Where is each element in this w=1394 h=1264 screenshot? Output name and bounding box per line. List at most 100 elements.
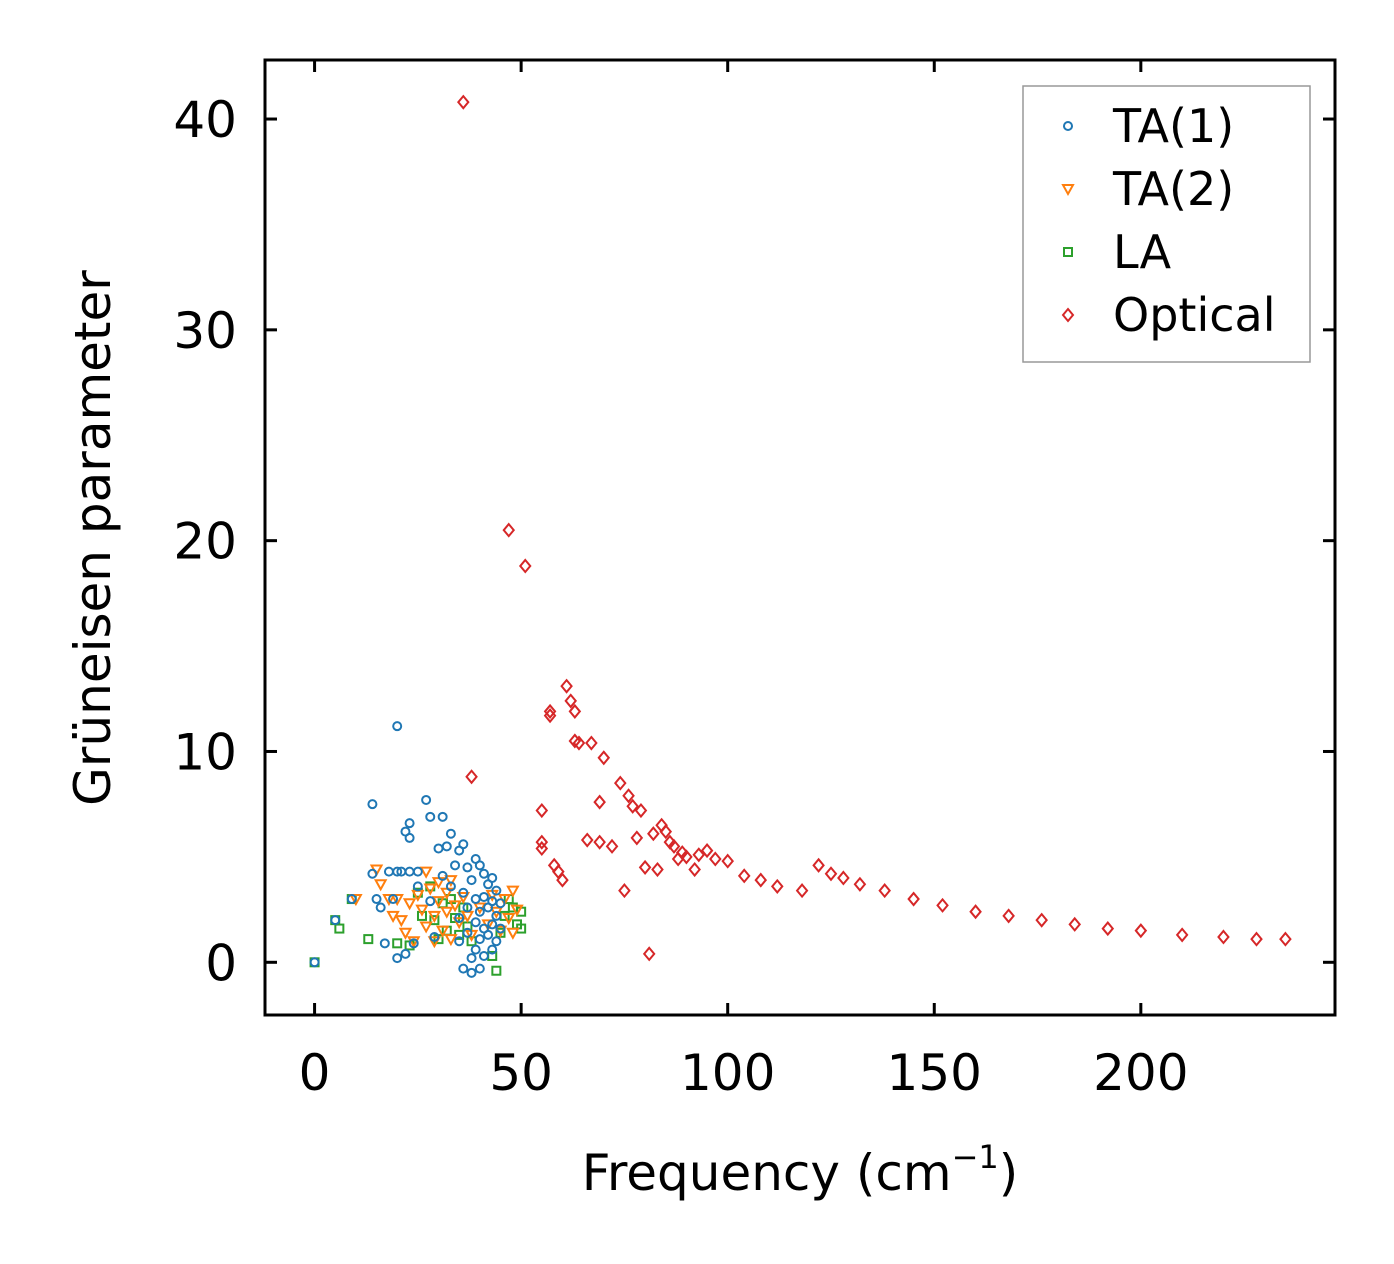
data-point <box>688 861 701 878</box>
y-tick-label: 30 <box>173 302 237 360</box>
data-point <box>478 868 489 879</box>
data-point <box>415 904 429 917</box>
data-point <box>721 853 735 869</box>
data-point <box>572 735 586 751</box>
data-point <box>421 794 432 805</box>
data-point <box>458 839 469 850</box>
data-point <box>412 866 423 877</box>
data-point <box>398 927 413 940</box>
axis-ticks-layer: 0 50 100 150 200 0 10 20 30 40 <box>173 60 1335 1102</box>
legend-marker-square <box>1063 247 1073 257</box>
data-point <box>478 891 489 902</box>
legend-label: TA(2) <box>1112 162 1234 216</box>
legend-label: Optical <box>1113 288 1275 342</box>
data-point <box>425 896 436 907</box>
data-point <box>626 798 639 814</box>
data-point <box>431 896 446 909</box>
legend-label: TA(1) <box>1112 99 1234 153</box>
data-point <box>568 703 582 719</box>
data-point <box>487 919 498 930</box>
data-point <box>680 849 693 865</box>
y-tick-label: 10 <box>173 723 237 781</box>
data-point <box>474 934 485 945</box>
data-point <box>543 703 557 719</box>
x-tick-label: 50 <box>489 1044 553 1102</box>
plot-frame <box>263 58 1337 1017</box>
data-point <box>560 678 573 694</box>
data-point <box>1068 916 1082 932</box>
data-point <box>495 898 506 909</box>
data-point <box>491 885 502 896</box>
data-point <box>506 927 520 940</box>
data-point <box>450 860 461 871</box>
data-point <box>441 841 452 852</box>
data-point <box>474 906 485 917</box>
data-point <box>824 866 838 882</box>
data-point <box>349 894 363 907</box>
data-point <box>454 913 465 924</box>
data-point <box>795 883 809 899</box>
data-point <box>618 883 631 899</box>
data-point <box>427 910 442 923</box>
data-point <box>465 769 478 785</box>
data-point <box>1175 927 1189 943</box>
data-point <box>390 894 404 907</box>
data-point <box>585 735 598 751</box>
data-point <box>659 824 673 840</box>
y-tick-label: 0 <box>205 934 237 992</box>
data-point <box>593 794 606 810</box>
data-point <box>367 799 378 810</box>
data-points-layer <box>309 94 1292 978</box>
data-point <box>452 917 466 930</box>
data-point <box>634 802 648 819</box>
data-point <box>462 862 473 873</box>
data-point <box>535 840 549 857</box>
data-point <box>392 721 403 732</box>
data-point <box>456 94 470 110</box>
data-point <box>437 870 448 881</box>
data-point <box>448 900 462 913</box>
data-point <box>404 832 415 843</box>
x-tick-label: 150 <box>887 1044 982 1102</box>
data-point <box>478 950 489 961</box>
y-axis-label: Grüneisen parameter <box>64 270 122 806</box>
data-point <box>392 953 403 964</box>
data-point <box>506 885 520 898</box>
data-point <box>837 870 850 886</box>
data-point <box>466 875 477 886</box>
data-point <box>474 963 485 974</box>
data-point <box>392 866 403 877</box>
data-point <box>404 818 415 829</box>
data-point <box>936 897 949 913</box>
data-point <box>408 938 419 949</box>
x-tick-label: 100 <box>680 1044 775 1102</box>
data-point <box>491 910 502 921</box>
data-point <box>456 891 471 905</box>
data-point <box>382 894 396 907</box>
data-point <box>502 913 516 926</box>
data-point <box>969 904 982 920</box>
data-point <box>466 967 477 978</box>
data-point <box>737 868 751 884</box>
data-point <box>495 923 506 934</box>
data-point <box>429 931 440 942</box>
data-point <box>437 811 448 822</box>
data-point <box>429 915 440 926</box>
data-point <box>638 859 652 875</box>
data-point <box>454 936 465 947</box>
data-point <box>425 811 436 822</box>
data-point <box>412 881 423 892</box>
data-point <box>1002 908 1015 924</box>
data-point <box>334 923 345 934</box>
data-point <box>605 838 619 854</box>
data-point <box>416 910 427 921</box>
data-point <box>642 946 656 962</box>
data-point <box>363 934 374 945</box>
x-axis-label: Frequency (cm−1) <box>582 1138 1019 1202</box>
data-point <box>491 936 502 947</box>
data-point <box>367 868 378 879</box>
data-point <box>1279 931 1292 947</box>
data-point <box>543 708 557 724</box>
data-point <box>597 750 611 766</box>
data-point <box>1217 929 1230 945</box>
